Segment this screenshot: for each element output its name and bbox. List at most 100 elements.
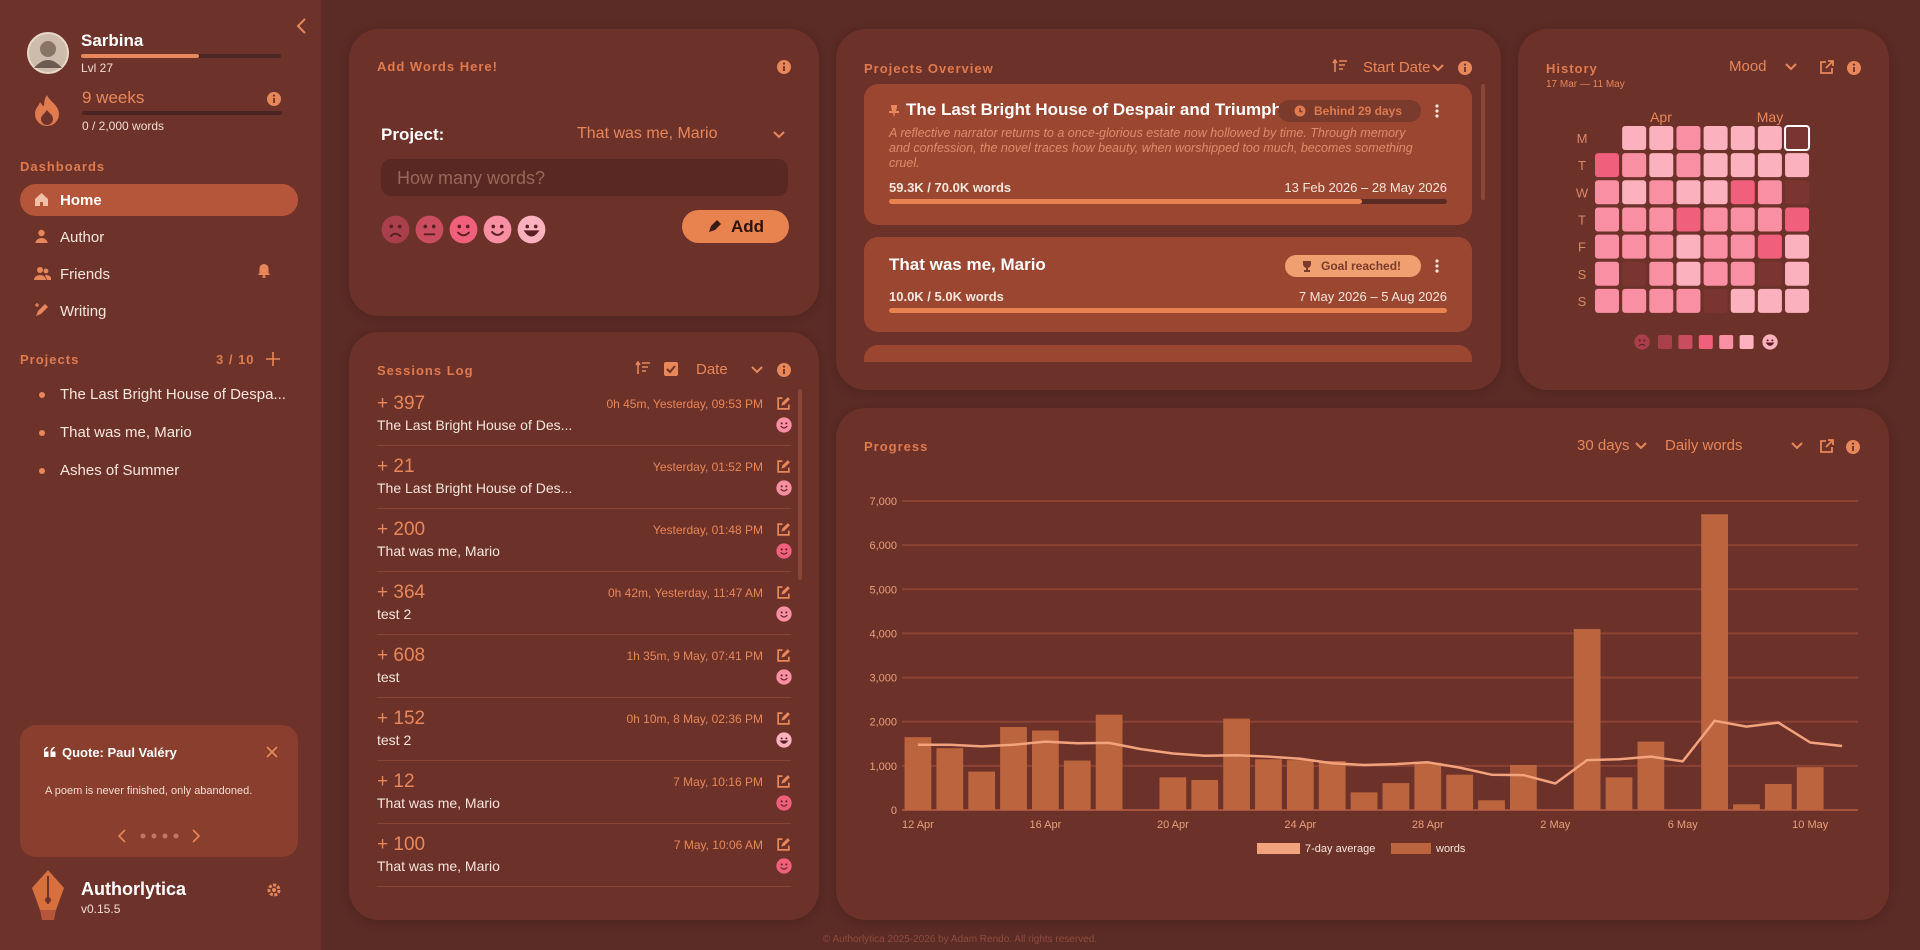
info-button[interactable] (776, 59, 792, 75)
icon-part (1635, 442, 1647, 450)
sort-button[interactable] (1332, 58, 1348, 73)
nav-item[interactable]: Writing (20, 295, 298, 327)
icon-part (785, 548, 788, 551)
metric-select[interactable]: Mood (1729, 58, 1767, 75)
icon-part (781, 523, 790, 532)
chevron[interactable] (1785, 63, 1797, 71)
icon-part (776, 669, 792, 685)
filter-checkbox[interactable] (664, 362, 678, 376)
streak-icon (32, 94, 62, 126)
icon-part (780, 611, 783, 614)
settings-button[interactable] (266, 882, 282, 898)
mood-option[interactable] (483, 215, 512, 244)
sort-select[interactable]: Date (696, 361, 728, 378)
mood-cell (1730, 261, 1755, 286)
icon-part (272, 888, 276, 892)
edit-button[interactable] (776, 459, 791, 474)
bar (1796, 767, 1824, 810)
mood-cell (1703, 180, 1728, 205)
notification-bell[interactable] (257, 263, 271, 278)
edit-button[interactable] (776, 396, 791, 411)
info-button[interactable] (266, 91, 282, 107)
icon-part (781, 775, 790, 784)
project-item[interactable]: Ashes of Summer (20, 460, 290, 482)
nav-label: Friends (60, 266, 111, 283)
info-button[interactable] (1845, 439, 1861, 455)
project-select[interactable]: That was me, Mario (569, 121, 789, 147)
sort-select[interactable]: Start Date (1363, 59, 1431, 76)
session-mood (776, 732, 792, 748)
edit-button[interactable] (776, 522, 791, 537)
icon-part (499, 224, 504, 229)
card-menu[interactable] (1435, 104, 1439, 118)
share-button[interactable] (1819, 59, 1835, 75)
icon-part (781, 649, 790, 658)
icon-part (773, 131, 785, 139)
icon-part (1303, 261, 1311, 272)
edit-button[interactable] (776, 648, 791, 663)
info-button[interactable] (776, 362, 792, 378)
chevron[interactable] (1432, 64, 1444, 72)
collapse-button[interactable] (295, 17, 307, 35)
edit-button[interactable] (776, 711, 791, 726)
mood-option[interactable] (381, 215, 410, 244)
icon-part (34, 274, 52, 280)
mood-cell (1730, 153, 1755, 178)
nav-item[interactable]: Friends (20, 258, 298, 290)
session-project: test 2 (377, 606, 412, 622)
sort-button[interactable] (635, 360, 651, 375)
icon-part (1853, 67, 1855, 72)
legend-swatch (1257, 843, 1300, 854)
add-button[interactable]: Add (682, 210, 789, 243)
project-card[interactable]: That was me, Mario Goal reached! 10.0K / 5… (864, 237, 1472, 332)
info-button[interactable] (1457, 60, 1473, 76)
icon-part (32, 870, 64, 920)
chevron[interactable] (751, 366, 763, 374)
icon-part (780, 425, 788, 429)
separator (377, 571, 791, 572)
range-select[interactable]: 30 days (1577, 437, 1630, 454)
icon-part (1820, 60, 1834, 74)
info-button[interactable] (1846, 60, 1862, 76)
mood-option[interactable] (517, 215, 546, 244)
mood-option[interactable] (449, 215, 478, 244)
word-input[interactable]: How many words? (381, 159, 788, 196)
icon-part (780, 737, 783, 740)
pin-icon (889, 105, 899, 118)
bullet (39, 430, 45, 436)
project-item[interactable]: The Last Bright House of Despa... (20, 384, 290, 406)
icon-part (785, 485, 788, 488)
date-range: 13 Feb 2026 – 28 May 2026 (1284, 180, 1447, 195)
icon-part (780, 552, 788, 555)
nav-item[interactable]: Home (20, 184, 298, 216)
close-button[interactable] (266, 746, 278, 758)
quote-title: Quote: Paul Valéry (62, 745, 177, 760)
edit-button[interactable] (776, 837, 791, 852)
prev-button[interactable] (117, 829, 126, 843)
mood-cell (1757, 180, 1782, 205)
metric-select[interactable]: Daily words (1665, 437, 1743, 454)
mood-option[interactable] (415, 215, 444, 244)
icon-part (258, 264, 270, 278)
card-menu[interactable] (1435, 259, 1439, 273)
edit-button[interactable] (776, 774, 791, 789)
icon-part (776, 480, 792, 496)
add-project-button[interactable] (266, 352, 280, 366)
chevron[interactable] (1635, 442, 1647, 450)
share-button[interactable] (1819, 438, 1835, 454)
mood-cell (1757, 261, 1782, 286)
edit-button[interactable] (776, 585, 791, 600)
project-item[interactable]: That was me, Mario (20, 422, 290, 444)
next-button[interactable] (192, 829, 201, 843)
session-mood (776, 417, 792, 433)
chevron[interactable] (1791, 442, 1803, 450)
icon-part (1638, 339, 1641, 342)
progress-track (889, 199, 1447, 204)
nav-item[interactable]: Author (20, 221, 298, 253)
nav-label: Author (60, 229, 105, 246)
separator (377, 760, 791, 761)
project-card[interactable]: The Last Bright House of Despair and Tri… (864, 84, 1472, 225)
icon-part (781, 838, 790, 847)
session-amount: + 397 (377, 393, 426, 414)
mood-cell (1622, 261, 1647, 286)
